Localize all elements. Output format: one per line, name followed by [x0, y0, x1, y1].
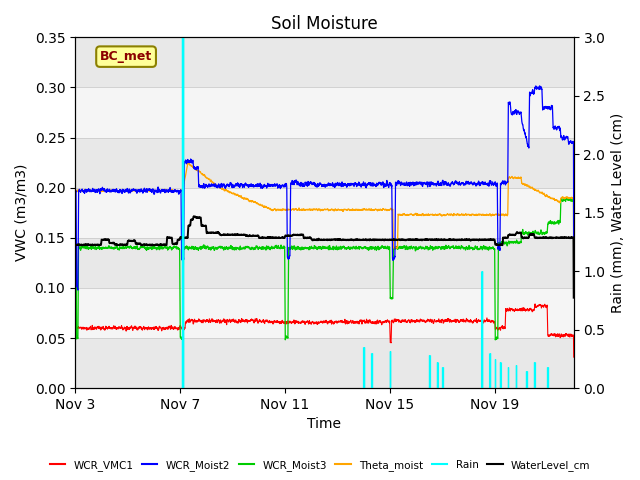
- Bar: [75, 238, 573, 288]
- Bar: [75, 138, 573, 188]
- Bar: [75, 338, 573, 388]
- X-axis label: Time: Time: [307, 418, 341, 432]
- Bar: [75, 37, 573, 87]
- Legend: WCR_VMC1, WCR_Moist2, WCR_Moist3, Theta_moist, Rain, WaterLevel_cm: WCR_VMC1, WCR_Moist2, WCR_Moist3, Theta_…: [45, 456, 595, 475]
- Bar: [75, 288, 573, 338]
- Y-axis label: Rain (mm), Water Level (cm): Rain (mm), Water Level (cm): [611, 113, 625, 313]
- Bar: [75, 87, 573, 138]
- Text: BC_met: BC_met: [100, 50, 152, 63]
- Y-axis label: VWC (m3/m3): VWC (m3/m3): [15, 164, 29, 262]
- Bar: [75, 188, 573, 238]
- Title: Soil Moisture: Soil Moisture: [271, 15, 378, 33]
